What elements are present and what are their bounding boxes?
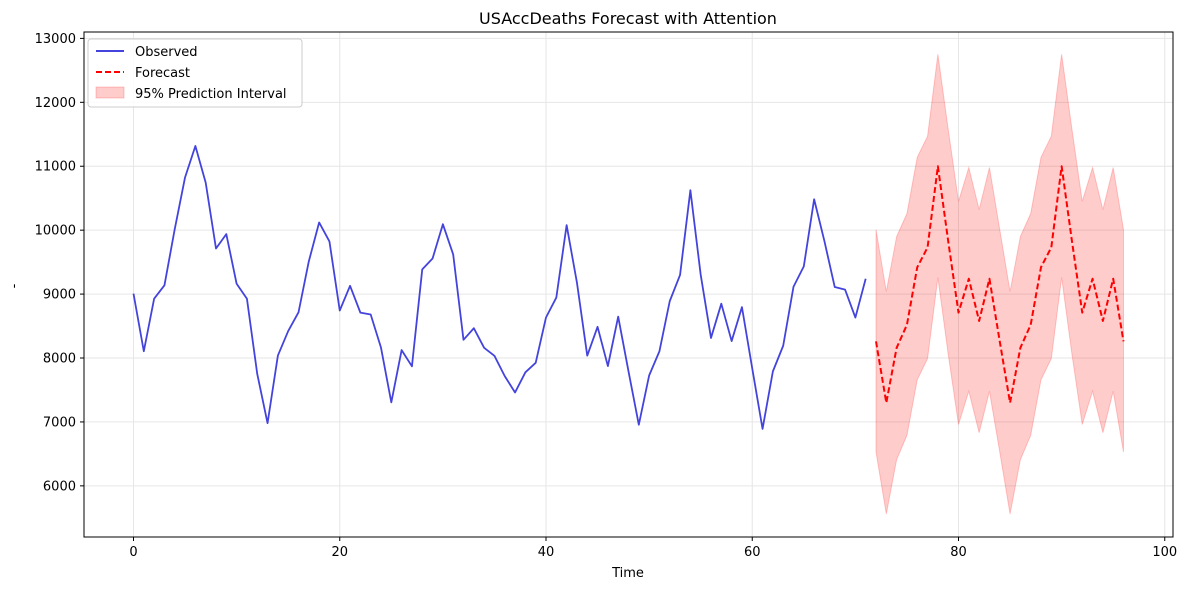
y-tick-label: 6000 <box>43 479 76 494</box>
legend-box <box>87 38 303 108</box>
y-tick-label: 7000 <box>43 415 76 430</box>
x-axis-title: Time <box>611 566 644 581</box>
legend-interval-swatch <box>95 86 125 99</box>
y-tick-label: 8000 <box>43 352 76 367</box>
plot-frame <box>83 31 1174 538</box>
grid-lines <box>84 32 1173 537</box>
x-tick-label: 100 <box>1152 545 1177 560</box>
y-tick-label: 13000 <box>35 32 76 47</box>
legend: Observed Forecast 95% Prediction Interva… <box>87 38 303 108</box>
legend-forecast-label: Forecast <box>135 66 190 81</box>
y-tick-label: 9000 <box>43 288 76 303</box>
y-tick-label: 10000 <box>35 224 76 239</box>
x-tick-label: 0 <box>129 545 137 560</box>
y-axis-title: - <box>7 283 22 288</box>
x-tick-label: 20 <box>331 545 348 560</box>
x-tick-label: 40 <box>538 545 555 560</box>
x-tick-label: 80 <box>950 545 967 560</box>
legend-observed-label: Observed <box>135 45 198 60</box>
series-lines <box>132 145 1125 430</box>
chart-title: USAccDeaths Forecast with Attention <box>479 9 777 28</box>
axis-ticks: 0 20 40 60 80 100 6000 7000 8000 9000 10000 11000 12… <box>35 32 1178 560</box>
x-tick-label: 60 <box>744 545 761 560</box>
y-tick-label: 11000 <box>35 160 76 175</box>
observed-series-line <box>132 145 867 430</box>
y-tick-label: 12000 <box>35 96 76 111</box>
legend-interval-label: 95% Prediction Interval <box>135 87 287 102</box>
forecast-series-line <box>875 165 1125 404</box>
